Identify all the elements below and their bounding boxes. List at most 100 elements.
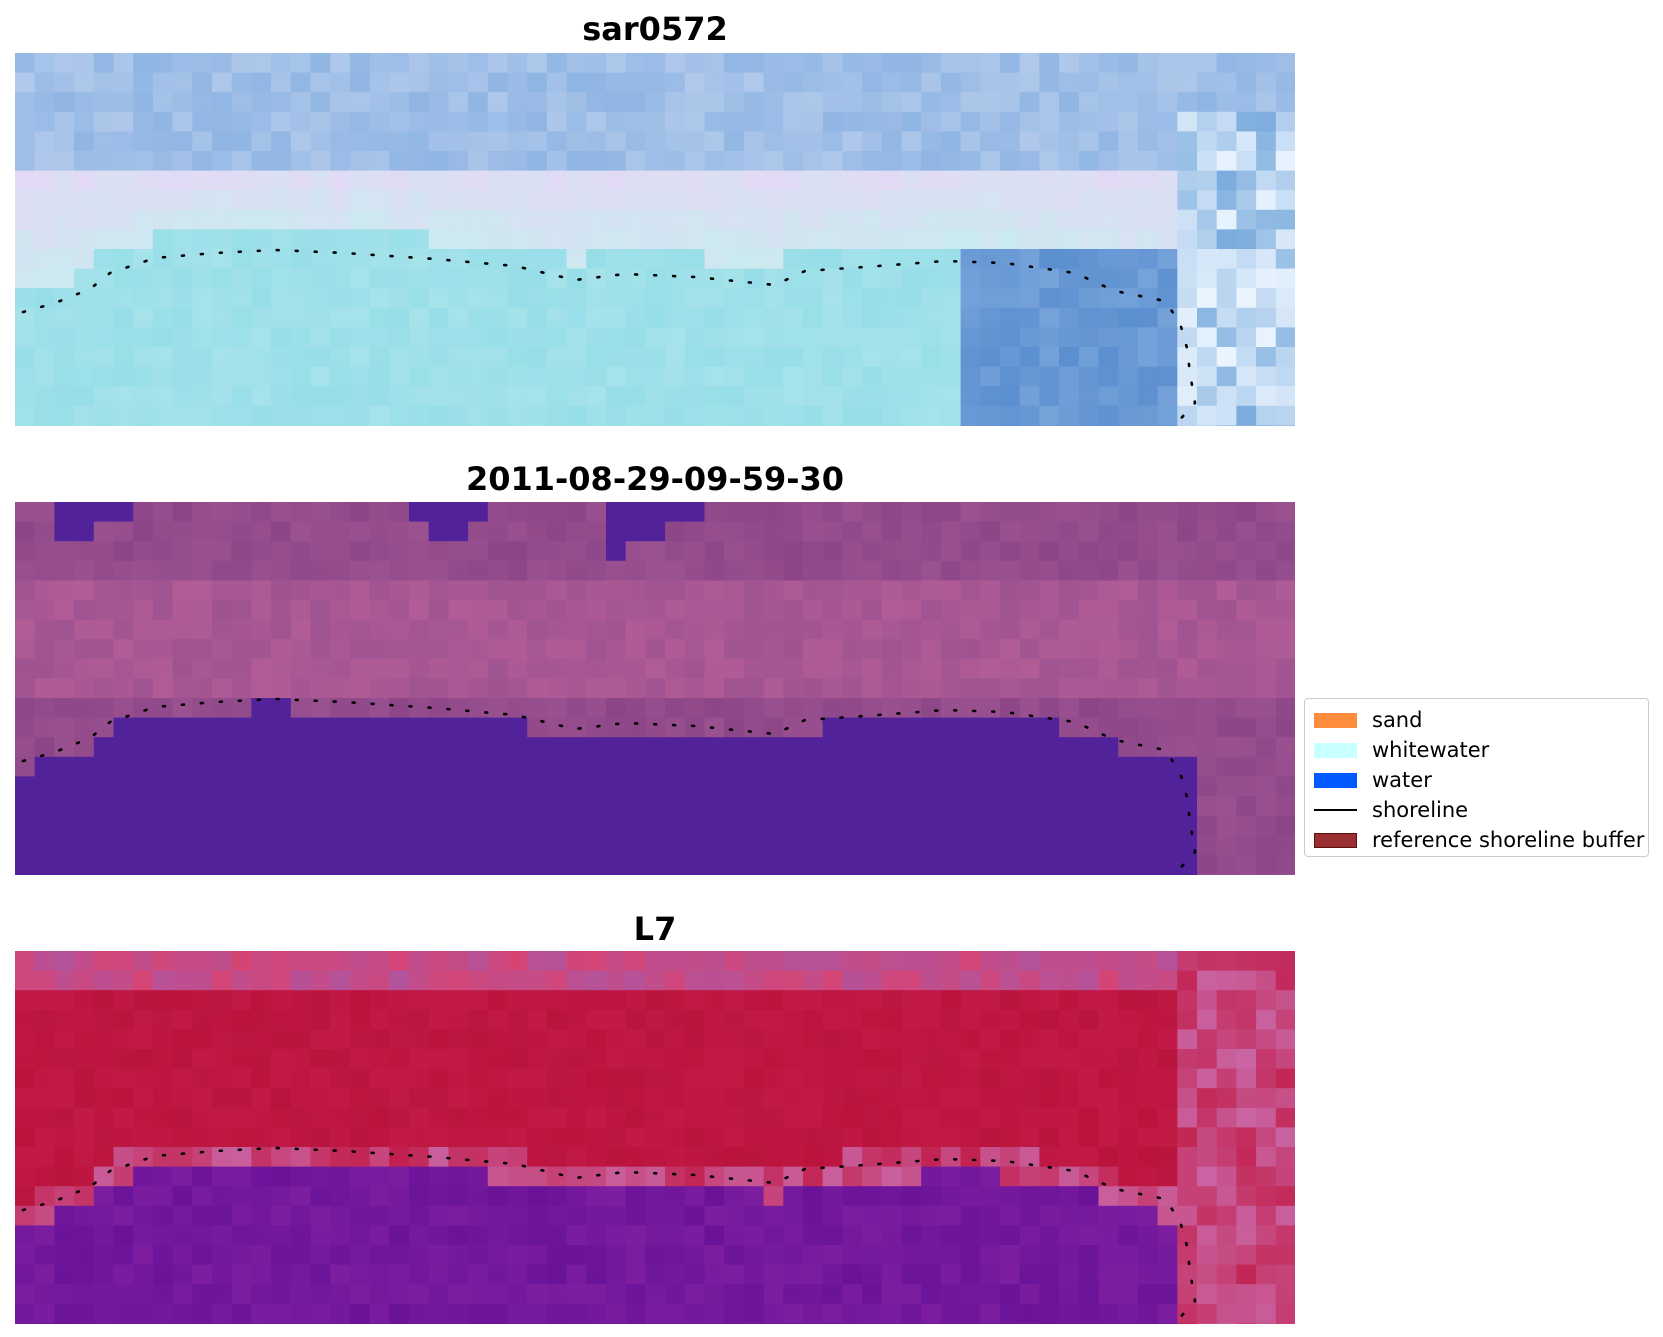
classified-pixel: [665, 502, 686, 523]
rgb-pixel: [960, 209, 981, 230]
rgb-pixel: [527, 209, 548, 230]
index-pixel: [625, 1009, 646, 1030]
classified-pixel: [606, 580, 627, 601]
index-pixel: [645, 1284, 666, 1305]
index-pixel: [448, 1205, 469, 1226]
index-pixel: [586, 951, 607, 972]
rgb-pixel: [34, 111, 55, 132]
rgb-pixel: [1098, 249, 1119, 270]
index-pixel: [527, 1088, 548, 1109]
rgb-pixel: [389, 249, 410, 270]
classified-pixel: [803, 560, 824, 581]
rgb-pixel: [349, 170, 371, 191]
classified-pixel: [881, 796, 903, 817]
rgb-pixel: [113, 209, 134, 230]
rgb-pixel: [54, 268, 75, 289]
rgb-pixel: [586, 170, 607, 191]
classified-pixel: [271, 717, 292, 738]
legend-label-whitewater: whitewater: [1372, 738, 1490, 762]
classified-pixel: [783, 600, 804, 621]
classified-pixel: [251, 580, 272, 601]
rgb-pixel: [251, 425, 272, 426]
rgb-pixel: [842, 72, 863, 93]
rgb-pixel: [625, 307, 646, 328]
index-pixel: [152, 1127, 174, 1148]
index-pixel: [901, 1049, 922, 1070]
rgb-pixel: [980, 151, 1001, 172]
rgb-pixel: [1000, 92, 1021, 113]
rgb-pixel: [606, 111, 627, 132]
rgb-pixel: [290, 268, 312, 289]
classified-pixel: [290, 717, 312, 738]
rgb-pixel: [1216, 425, 1237, 426]
classified-pixel: [74, 796, 95, 817]
rgb-pixel: [1098, 111, 1119, 132]
classified-pixel: [940, 698, 962, 719]
rgb-pixel: [310, 151, 331, 172]
rgb-pixel: [1000, 170, 1021, 191]
index-pixel: [881, 1166, 903, 1187]
rgb-pixel: [448, 425, 469, 426]
classified-pixel: [743, 776, 765, 797]
classified-pixel: [468, 678, 489, 699]
rgb-pixel: [251, 347, 272, 368]
rgb-pixel: [113, 249, 134, 270]
index-pixel: [1157, 1127, 1178, 1148]
rgb-pixel: [330, 386, 351, 407]
classified-pixel: [1216, 717, 1237, 738]
index-pixel: [1256, 1009, 1277, 1030]
rgb-pixel: [724, 307, 745, 328]
rgb-pixel: [349, 347, 371, 368]
classified-pixel: [133, 502, 154, 523]
index-pixel: [271, 1205, 292, 1226]
index-pixel: [586, 1127, 607, 1148]
rgb-pixel: [389, 190, 410, 211]
classified-pixel: [15, 678, 36, 699]
classified-pixel: [93, 854, 115, 875]
classified-pixel: [1275, 521, 1295, 542]
index-pixel: [428, 1068, 449, 1089]
classified-pixel: [409, 600, 430, 621]
index-pixel: [980, 970, 1001, 991]
classified-pixel: [606, 835, 627, 856]
index-pixel: [901, 1009, 922, 1030]
rgb-pixel: [763, 170, 784, 191]
index-pixel: [940, 1166, 962, 1187]
classified-pixel: [1197, 639, 1218, 660]
rgb-pixel: [1000, 72, 1021, 93]
rgb-pixel: [507, 209, 528, 230]
index-pixel: [763, 1245, 784, 1266]
rgb-pixel: [271, 190, 292, 211]
index-pixel: [133, 1323, 154, 1324]
rgb-pixel: [1157, 170, 1178, 191]
index-pixel: [330, 1088, 351, 1109]
rgb-pixel: [546, 170, 568, 191]
index-pixel: [487, 1147, 509, 1168]
rgb-pixel: [842, 249, 863, 270]
index-pixel: [330, 1225, 351, 1246]
index-pixel: [862, 970, 883, 991]
index-pixel: [212, 1284, 233, 1305]
classified-pixel: [1177, 698, 1198, 719]
index-pixel: [724, 1009, 745, 1030]
index-pixel: [34, 970, 55, 991]
rgb-pixel: [1019, 151, 1040, 172]
index-pixel: [704, 1225, 725, 1246]
classified-pixel: [1000, 560, 1021, 581]
classified-pixel: [290, 521, 312, 542]
index-pixel: [881, 1029, 903, 1050]
classified-pixel: [960, 854, 981, 875]
index-pixel: [980, 1264, 1001, 1285]
rgb-pixel: [1000, 425, 1021, 426]
rgb-pixel: [822, 288, 843, 309]
rgb-pixel: [34, 405, 55, 426]
rgb-pixel: [330, 53, 351, 74]
rgb-pixel: [428, 288, 449, 309]
rgb-pixel: [645, 92, 666, 113]
classified-pixel: [566, 854, 587, 875]
rgb-pixel: [54, 170, 75, 191]
rgb-pixel: [409, 229, 430, 250]
legend-item-shoreline: shoreline: [1305, 795, 1648, 825]
rgb-pixel: [881, 190, 903, 211]
classified-pixel: [54, 560, 75, 581]
